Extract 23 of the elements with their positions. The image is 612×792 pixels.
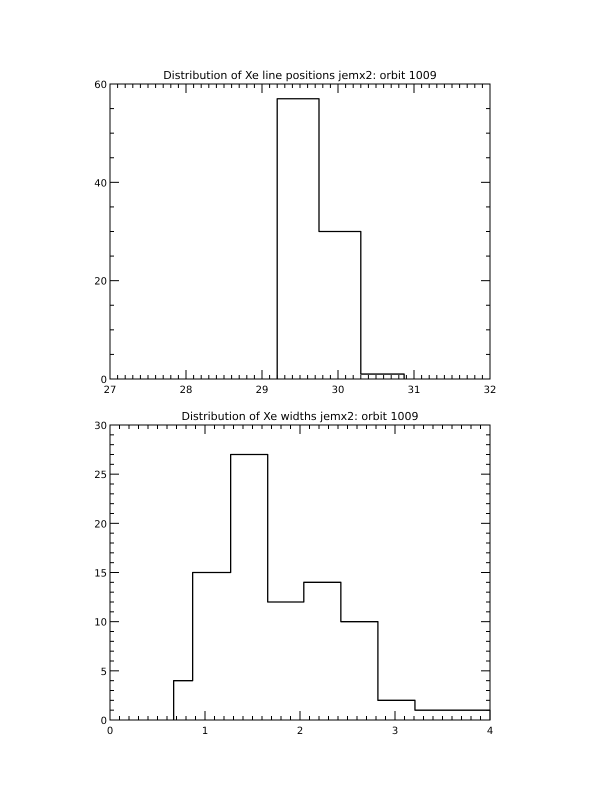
x-tick-label: 31 bbox=[408, 385, 420, 396]
x-tick-label: 1 bbox=[202, 726, 208, 737]
x-tick-label: 32 bbox=[484, 385, 496, 396]
x-tick-label: 29 bbox=[256, 385, 268, 396]
chart-title: Distribution of Xe line positions jemx2: orbit 1009 bbox=[163, 69, 437, 82]
chart-title: Distribution of Xe widths jemx2: orbit 1009 bbox=[182, 410, 418, 423]
y-tick-label: 60 bbox=[94, 80, 107, 91]
x-tick-label: 4 bbox=[486, 726, 494, 737]
y-tick-label: 20 bbox=[94, 519, 107, 530]
y-tick-label: 15 bbox=[94, 568, 107, 580]
y-tick-label: 10 bbox=[94, 618, 107, 629]
x-tick-label: 27 bbox=[104, 385, 116, 396]
y-tick-label: 30 bbox=[94, 421, 107, 432]
y-tick-label: 25 bbox=[94, 470, 107, 482]
y-tick-label: 5 bbox=[100, 666, 107, 678]
y-tick-label: 0 bbox=[100, 375, 107, 386]
y-tick-label: 0 bbox=[100, 716, 107, 727]
y-tick-label: 20 bbox=[94, 276, 107, 288]
x-tick-label: 30 bbox=[332, 385, 344, 396]
x-tick-label: 3 bbox=[392, 726, 398, 737]
x-tick-label: 2 bbox=[296, 726, 304, 737]
x-tick-label: 28 bbox=[180, 385, 192, 396]
y-tick-label: 40 bbox=[94, 178, 107, 190]
